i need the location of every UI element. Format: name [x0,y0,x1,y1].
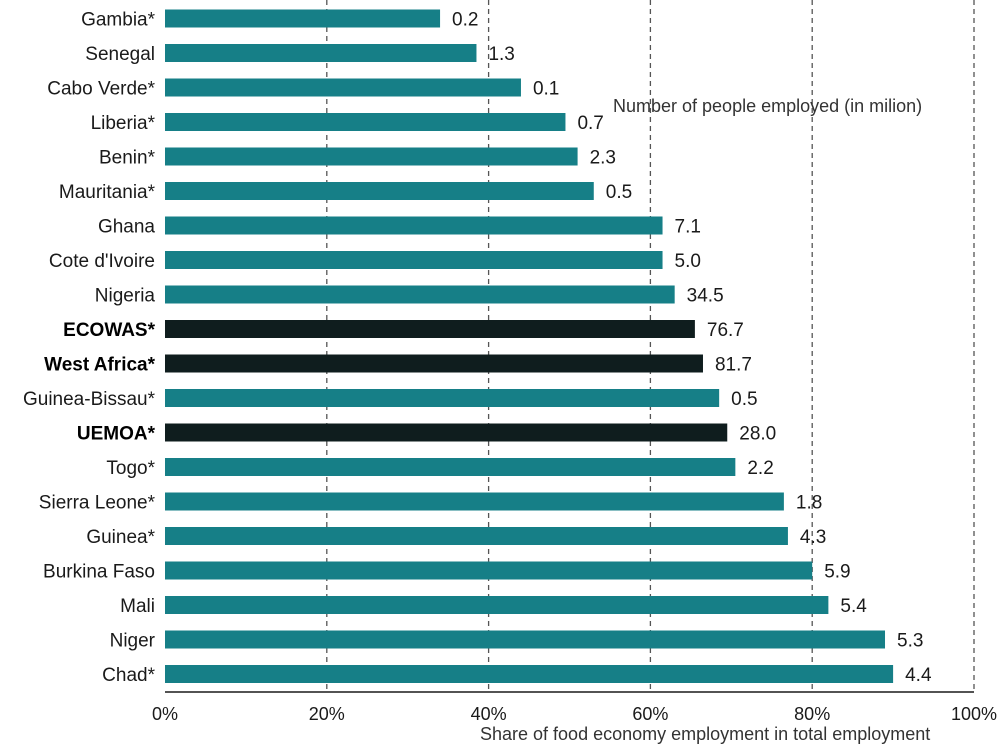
category-label: Nigeria [95,286,156,307]
x-tick-labels: 0% 20% 40% 60% 80% 100% [152,704,997,724]
bar [165,354,703,373]
data-label: 81.7 [715,355,752,376]
data-label: 28.0 [739,424,776,445]
category-label: Sierra Leone* [39,493,156,514]
bar [165,113,566,131]
data-label: 1.3 [488,44,514,65]
bar [165,561,813,580]
data-label: 0.7 [577,113,603,134]
category-label: Togo* [106,458,155,479]
data-label: 5.3 [897,631,923,652]
x-tick-label: 60% [632,704,668,724]
category-label: Guinea* [86,527,155,548]
data-label: 0.2 [452,10,478,31]
data-label: 34.5 [687,286,724,307]
data-label: 5.0 [675,251,701,272]
x-tick-label: 80% [794,704,830,724]
x-tick-label: 40% [471,704,507,724]
category-label: Chad* [102,665,155,686]
category-label: Mali [120,596,155,617]
x-tick-label: 20% [309,704,345,724]
category-label: Ghana [98,217,155,238]
chart-annotation: Number of people employed (in milion) [613,96,922,116]
category-label: Liberia* [91,113,156,134]
category-label: Benin* [99,148,156,169]
data-labels: 0.2 1.3 0.1 0.7 2.3 0.5 7.1 5.0 34.5 76.7 81.7 0.5 2… [452,10,932,687]
data-label: 4.3 [800,527,826,548]
bar [165,458,736,476]
bar [165,9,441,28]
bar [165,320,695,338]
category-label: Gambia* [81,10,156,31]
bar [165,251,663,269]
bar [165,389,720,407]
bar [165,285,675,304]
data-label: 7.1 [675,217,701,238]
category-label: Cote d'Ivoire [49,251,155,272]
category-label: Mauritania* [59,182,156,203]
data-label: 5.4 [840,596,867,617]
category-labels: Gambia* Senegal Cabo Verde* Liberia* Benin* M… [23,10,156,687]
bar [165,216,663,235]
data-label: 4.4 [905,665,932,686]
data-label: 0.5 [606,182,632,203]
category-label: Guinea-Bissau* [23,389,156,410]
category-label: West Africa* [44,355,155,376]
data-label: 0.1 [533,79,559,100]
category-label: Burkina Faso [43,562,155,583]
bar [165,665,894,683]
bar [165,596,829,614]
bar [165,423,728,442]
category-label: Cabo Verde* [47,79,155,100]
data-label: 2.2 [747,458,773,479]
bar [165,492,784,511]
data-label: 2.3 [590,148,616,169]
bar [165,147,578,166]
category-label: ECOWAS* [63,320,155,341]
category-label: UEMOA* [77,424,156,445]
bars [165,9,894,683]
bar [165,44,477,62]
x-axis-title: Share of food economy employment in tota… [480,724,930,744]
data-label: 0.5 [731,389,757,410]
bar [165,182,594,200]
bar [165,527,788,545]
category-label: Niger [110,631,156,652]
data-label: 76.7 [707,320,744,341]
x-tick-label: 0% [152,704,178,724]
bar [165,630,886,649]
data-label: 5.9 [824,562,850,583]
bar [165,78,521,97]
category-label: Senegal [85,44,155,65]
data-label: 1.8 [796,493,822,514]
x-tick-label: 100% [951,704,997,724]
